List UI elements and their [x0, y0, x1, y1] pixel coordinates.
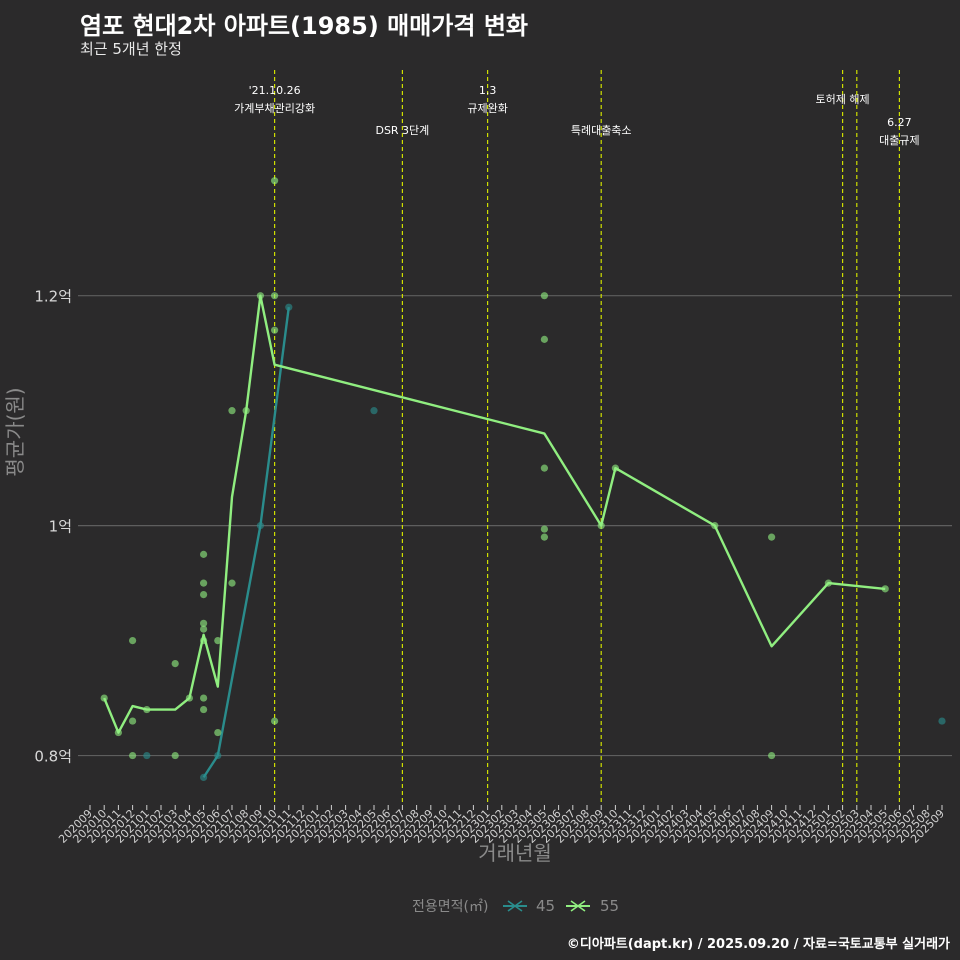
legend-key-45-cross-icon	[507, 900, 523, 912]
series-layer	[100, 177, 946, 782]
event-label: DSR 3단계	[375, 124, 429, 137]
data-point-55	[171, 659, 179, 668]
event-label: 규제완화	[467, 102, 507, 115]
legend-item-45: 45	[503, 897, 555, 915]
data-point-55	[200, 705, 208, 714]
event-label: 6.27	[887, 116, 912, 129]
x-axis-ticks: 2020092020102020112020122021012021022021…	[56, 805, 947, 846]
event-label: 특례대출축소	[571, 124, 632, 137]
data-point-55	[540, 533, 549, 541]
y-tick-label: 0.8억	[34, 748, 72, 766]
data-point-45	[938, 717, 946, 725]
data-point-55	[271, 326, 279, 334]
data-point-55	[228, 579, 236, 587]
data-point-55	[171, 751, 179, 760]
series-line-45	[202, 307, 290, 779]
event-label: 대출규제	[879, 134, 919, 147]
x-axis-title: 거래년월	[478, 841, 552, 865]
data-point-55	[200, 619, 208, 627]
legend-item-55: 55	[566, 897, 619, 915]
data-point-55	[200, 591, 208, 599]
data-point-55	[540, 464, 549, 472]
chart-subtitle: 최근 5개년 한정	[80, 40, 182, 58]
legend-label-55: 55	[600, 897, 619, 915]
series-line-55	[103, 294, 886, 734]
data-point-55	[129, 636, 137, 645]
data-point-55	[200, 579, 208, 587]
data-point-45	[370, 407, 378, 415]
y-axis-ticks: 0.8억 1억 1.2억	[34, 288, 72, 766]
data-point-45	[285, 303, 293, 311]
legend: 전용면적(㎡) 45 55	[412, 897, 619, 915]
data-point-55	[768, 751, 776, 760]
legend-title: 전용면적(㎡)	[412, 899, 488, 915]
data-point-55	[214, 728, 222, 737]
y-axis-title: 평균가(원)	[3, 387, 27, 476]
data-point-55	[129, 751, 137, 760]
event-label: 가계부채관리강화	[234, 102, 315, 115]
data-point-55	[271, 177, 279, 185]
data-point-55	[540, 292, 549, 300]
y-tick-label: 1.2억	[34, 288, 72, 306]
data-point-55	[200, 625, 208, 633]
series-55	[100, 177, 889, 760]
data-point-55	[768, 533, 776, 541]
y-tick-label: 1억	[49, 518, 72, 536]
data-point-55	[129, 717, 137, 725]
legend-key-55-cross-icon	[570, 900, 586, 912]
data-point-55	[540, 525, 549, 533]
data-point-55	[228, 407, 236, 415]
event-label: '21.10.26	[249, 84, 301, 97]
source-caption: ©디아파트(dapt.kr) / 2025.09.20 / 자료=국토교통부 실…	[566, 937, 950, 952]
data-point-55	[200, 694, 208, 702]
data-point-55	[214, 636, 222, 645]
event-label: 1.3	[479, 84, 497, 97]
data-point-55	[271, 717, 279, 725]
data-point-55	[540, 335, 549, 343]
legend-label-45: 45	[536, 897, 555, 915]
data-point-55	[200, 550, 208, 558]
data-point-45	[143, 751, 151, 760]
series-45	[143, 303, 946, 782]
chart-title: 염포 현대2차 아파트(1985) 매매가격 변화	[80, 12, 528, 40]
data-point-55	[271, 292, 279, 300]
grid-lines	[78, 295, 952, 757]
event-label: 토허제 해제	[816, 92, 870, 106]
